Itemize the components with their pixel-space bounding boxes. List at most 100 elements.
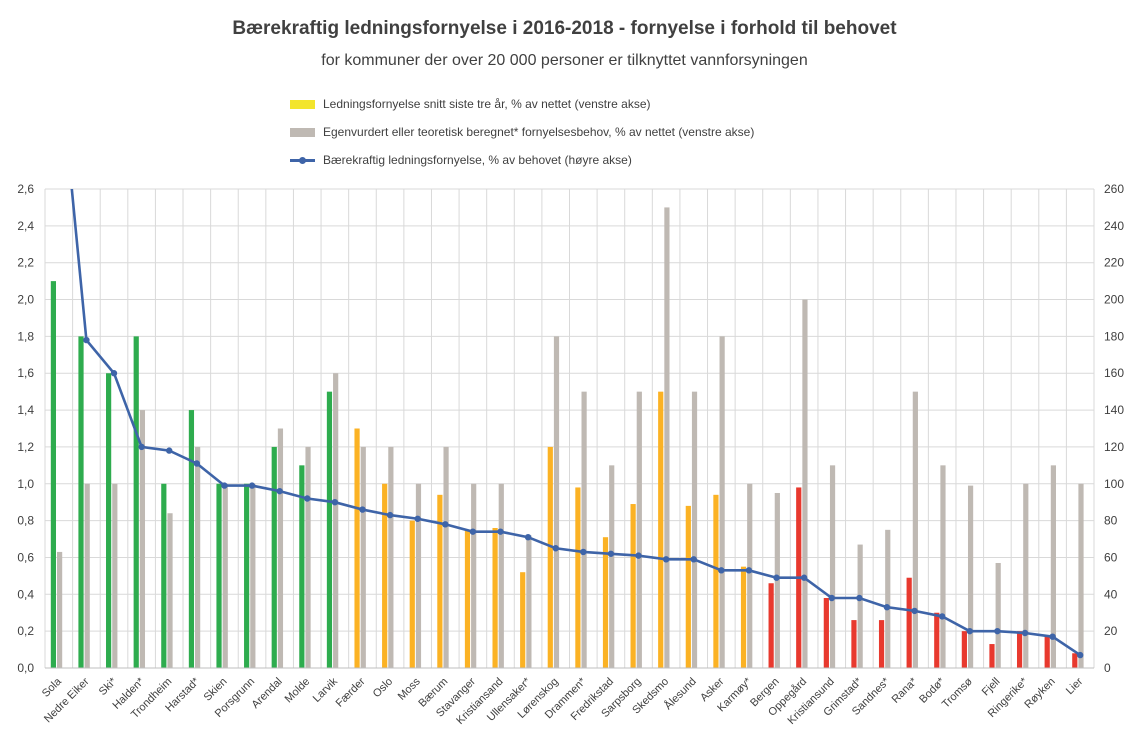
bar-need-29 — [857, 544, 863, 668]
bar-need-3 — [139, 410, 146, 668]
bar-renewal-5 — [188, 410, 195, 668]
line-point-35 — [1021, 629, 1029, 637]
bar-need-23 — [691, 391, 698, 668]
right-axis-tick-label: 240 — [1104, 219, 1124, 233]
bar-need-1 — [84, 483, 90, 668]
line-point-21 — [635, 552, 642, 559]
bar-need-2 — [112, 483, 118, 668]
bar-need-19 — [581, 391, 587, 668]
line-point-6 — [221, 482, 228, 489]
bar-renewal-20 — [602, 537, 609, 668]
bar-renewal-23 — [685, 505, 691, 668]
bar-need-8 — [277, 428, 284, 668]
chart-legend: Ledningsfornyelse snitt siste tre år, % … — [290, 90, 754, 174]
category-label: Fjell — [980, 676, 1003, 699]
left-axis-tick-label: 1,2 — [17, 440, 34, 454]
legend-label-sustainable: Bærekraftig ledningsfornyelse, % av beho… — [323, 153, 632, 167]
bar-renewal-16 — [492, 527, 498, 668]
bar-need-36 — [1050, 465, 1056, 668]
category-label: Rana* — [890, 675, 921, 706]
bar-need-16 — [498, 483, 504, 668]
left-axis-tick-label: 1,6 — [17, 366, 34, 380]
bar-renewal-35 — [1016, 631, 1023, 668]
line-point-12 — [386, 511, 394, 519]
line-point-36 — [1049, 633, 1056, 640]
line-point-34 — [994, 627, 1001, 635]
line-point-19 — [580, 548, 587, 556]
legend-swatch-renewal — [290, 99, 315, 109]
right-axis-tick-label: 60 — [1104, 550, 1118, 564]
bar-renewal-28 — [823, 597, 829, 668]
category-label: Arendal — [249, 676, 284, 711]
chart-subtitle: for kommuner der over 20 000 personer er… — [321, 52, 808, 69]
line-point-23 — [690, 556, 697, 563]
bar-renewal-19 — [575, 487, 581, 668]
bar-need-32 — [940, 465, 946, 668]
line-point-2 — [110, 370, 118, 377]
bar-renewal-0 — [50, 281, 57, 668]
bar-renewal-33 — [961, 631, 967, 668]
bar-renewal-8 — [271, 446, 277, 668]
line-point-16 — [497, 528, 504, 535]
left-axis-tick-label: 2,2 — [17, 256, 34, 270]
left-axis-tick-label: 2,6 — [17, 182, 34, 196]
category-label: Røyken — [1022, 676, 1057, 711]
legend-item-need: Egenvurdert eller teoretisk beregnet* fo… — [290, 118, 754, 146]
bar-need-12 — [388, 446, 394, 668]
bar-renewal-32 — [934, 612, 940, 668]
bar-renewal-13 — [409, 520, 415, 668]
left-axis-tick-label: 1,0 — [17, 477, 34, 491]
bar-need-6 — [222, 483, 228, 668]
bar-need-4 — [167, 513, 173, 668]
bar-renewal-15 — [464, 529, 471, 668]
bar-renewal-10 — [326, 391, 333, 668]
line-point-31 — [911, 607, 918, 615]
line-point-32 — [938, 613, 946, 620]
bar-renewal-4 — [161, 483, 167, 668]
bar-need-11 — [360, 446, 366, 668]
bar-need-30 — [885, 529, 891, 668]
line-point-8 — [276, 487, 283, 495]
bar-need-20 — [609, 465, 615, 668]
line-point-26 — [773, 574, 780, 581]
category-label: Ski* — [97, 675, 120, 698]
bar-need-34 — [995, 562, 1001, 668]
bar-renewal-22 — [658, 391, 664, 668]
line-point-3 — [138, 443, 145, 451]
line-sustainable — [70, 189, 1081, 657]
right-axis-tick-label: 120 — [1104, 440, 1124, 454]
bar-need-14 — [443, 446, 449, 668]
category-label: Oslo — [371, 676, 395, 700]
left-axis-tick-label: 0,2 — [17, 624, 34, 638]
chart-title: Bærekraftig ledningsfornyelse i 2016-201… — [232, 18, 897, 39]
bar-need-25 — [747, 483, 753, 668]
bar-renewal-29 — [851, 620, 857, 668]
bar-renewal-31 — [906, 577, 912, 668]
line-point-17 — [524, 533, 532, 541]
bar-need-31 — [912, 391, 918, 668]
right-axis-tick-label: 100 — [1104, 477, 1124, 491]
left-axis-tick-label: 2,0 — [17, 293, 34, 307]
bar-renewal-24 — [713, 494, 719, 668]
bar-renewal-21 — [630, 504, 636, 668]
right-axis-tick-label: 260 — [1104, 182, 1124, 196]
bar-renewal-12 — [382, 483, 388, 668]
bar-need-33 — [967, 485, 974, 668]
line-point-1 — [83, 336, 90, 344]
bar-renewal-6 — [216, 483, 222, 668]
bar-need-24 — [719, 336, 725, 668]
bar-need-17 — [526, 535, 532, 668]
category-label: Tromsø — [940, 675, 975, 710]
bar-need-27 — [802, 299, 808, 668]
bar-renewal-26 — [768, 583, 774, 668]
legend-label-renewal: Ledningsfornyelse snitt siste tre år, % … — [323, 97, 651, 111]
right-axis-tick-label: 180 — [1104, 329, 1124, 343]
bar-renewal-34 — [989, 644, 995, 668]
bar-renewal-30 — [878, 620, 885, 668]
bar-need-35 — [1023, 483, 1029, 668]
left-axis-tick-label: 1,8 — [17, 329, 34, 343]
line-point-30 — [883, 604, 891, 611]
line-point-22 — [662, 556, 670, 563]
